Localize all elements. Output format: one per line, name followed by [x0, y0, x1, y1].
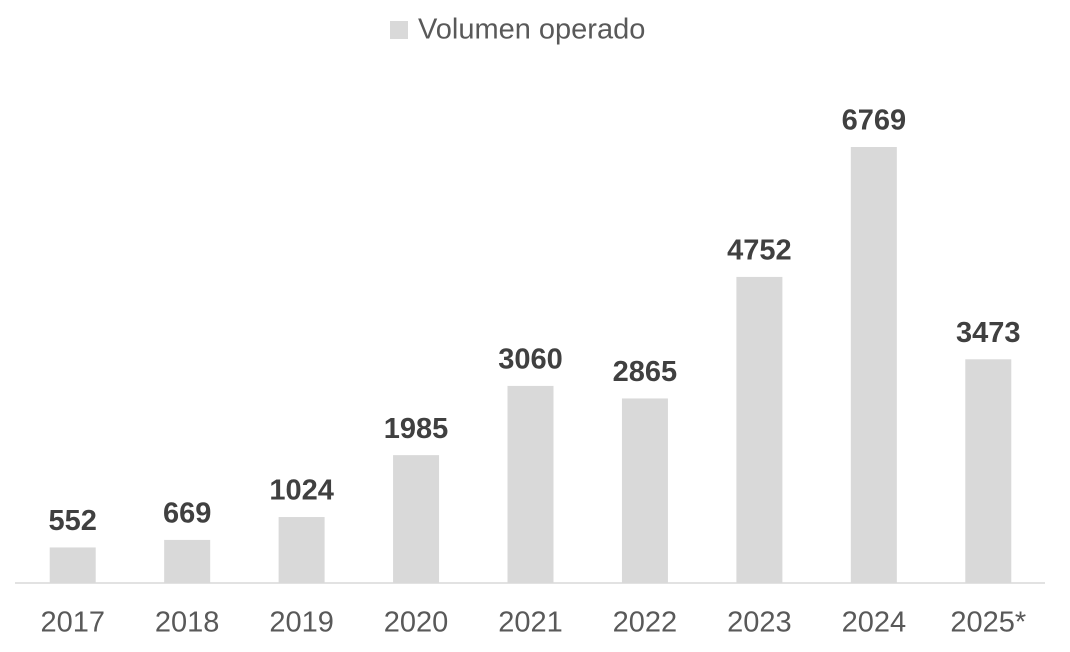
bar — [736, 276, 783, 583]
data-label: 3473 — [956, 317, 1021, 349]
data-label: 1985 — [384, 413, 449, 445]
data-label: 4752 — [727, 235, 792, 267]
data-label: 552 — [49, 505, 97, 537]
bar — [49, 547, 96, 583]
bar — [164, 539, 211, 583]
x-tick-label: 2018 — [155, 607, 220, 639]
bar — [278, 517, 325, 583]
legend-label: Volumen operado — [418, 14, 645, 46]
x-tick-label: 2020 — [384, 607, 449, 639]
bar — [850, 147, 897, 583]
data-label: 1024 — [269, 475, 334, 507]
x-tick-label: 2024 — [842, 607, 907, 639]
data-label: 3060 — [498, 344, 563, 376]
x-tick-label: 2023 — [727, 607, 792, 639]
x-tick-label: 2017 — [40, 607, 105, 639]
bar — [621, 398, 668, 583]
legend-swatch — [390, 21, 408, 39]
x-tick-label: 2022 — [613, 607, 678, 639]
data-label: 2865 — [613, 356, 678, 388]
x-tick-label: 2025* — [950, 607, 1026, 639]
bar — [393, 455, 440, 583]
bar — [507, 385, 554, 583]
x-tick-label: 2021 — [498, 607, 563, 639]
data-label: 669 — [163, 498, 211, 530]
x-tick-label: 2019 — [269, 607, 334, 639]
bar — [965, 359, 1012, 583]
data-label: 6769 — [842, 105, 907, 137]
